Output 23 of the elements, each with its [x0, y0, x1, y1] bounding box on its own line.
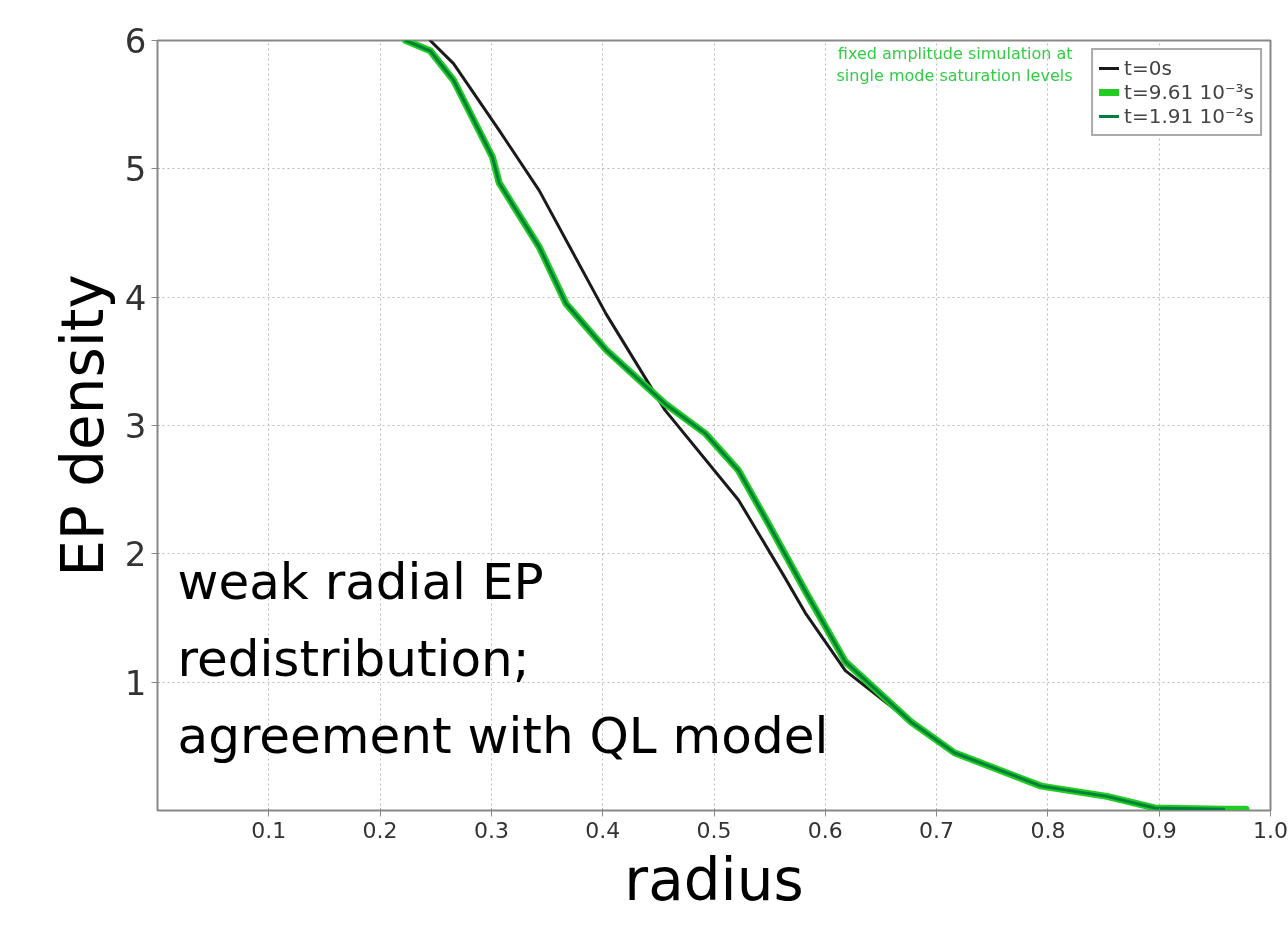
- y-tick-label: 3: [124, 406, 147, 446]
- y-tick-label: 4: [124, 277, 147, 318]
- x-tick-label: 0.7: [919, 817, 955, 843]
- y-tick-label: 1: [124, 662, 147, 703]
- x-axis-title: radius: [624, 845, 804, 914]
- annotation: weak radial EP redistribution; agreement with QL model: [177, 552, 829, 765]
- legend-label: t=1.91 10⁻²s: [1124, 104, 1254, 128]
- x-tick-label: 0.2: [362, 817, 398, 843]
- y-axis-title: EP density: [48, 274, 117, 577]
- x-tick-label: 0.4: [585, 817, 621, 843]
- x-tick-label: 0.9: [1141, 817, 1177, 843]
- x-tick-label: 0.3: [473, 817, 509, 843]
- legend-label: t=0s: [1124, 56, 1172, 80]
- x-tick-label: 0.1: [251, 817, 287, 843]
- y-tick-label: 6: [124, 21, 147, 61]
- y-tick-label: 2: [124, 534, 147, 575]
- x-tick-label: 1.0: [1253, 817, 1288, 843]
- x-tick-label: 0.6: [807, 817, 843, 843]
- annotation: fixed amplitude simulation at single mode saturation levels: [836, 43, 1073, 85]
- x-tick-label: 0.8: [1030, 817, 1066, 843]
- x-tick-label: 0.5: [696, 817, 732, 843]
- legend-label: t=9.61 10⁻³s: [1124, 80, 1254, 104]
- y-tick-label: 5: [124, 149, 147, 190]
